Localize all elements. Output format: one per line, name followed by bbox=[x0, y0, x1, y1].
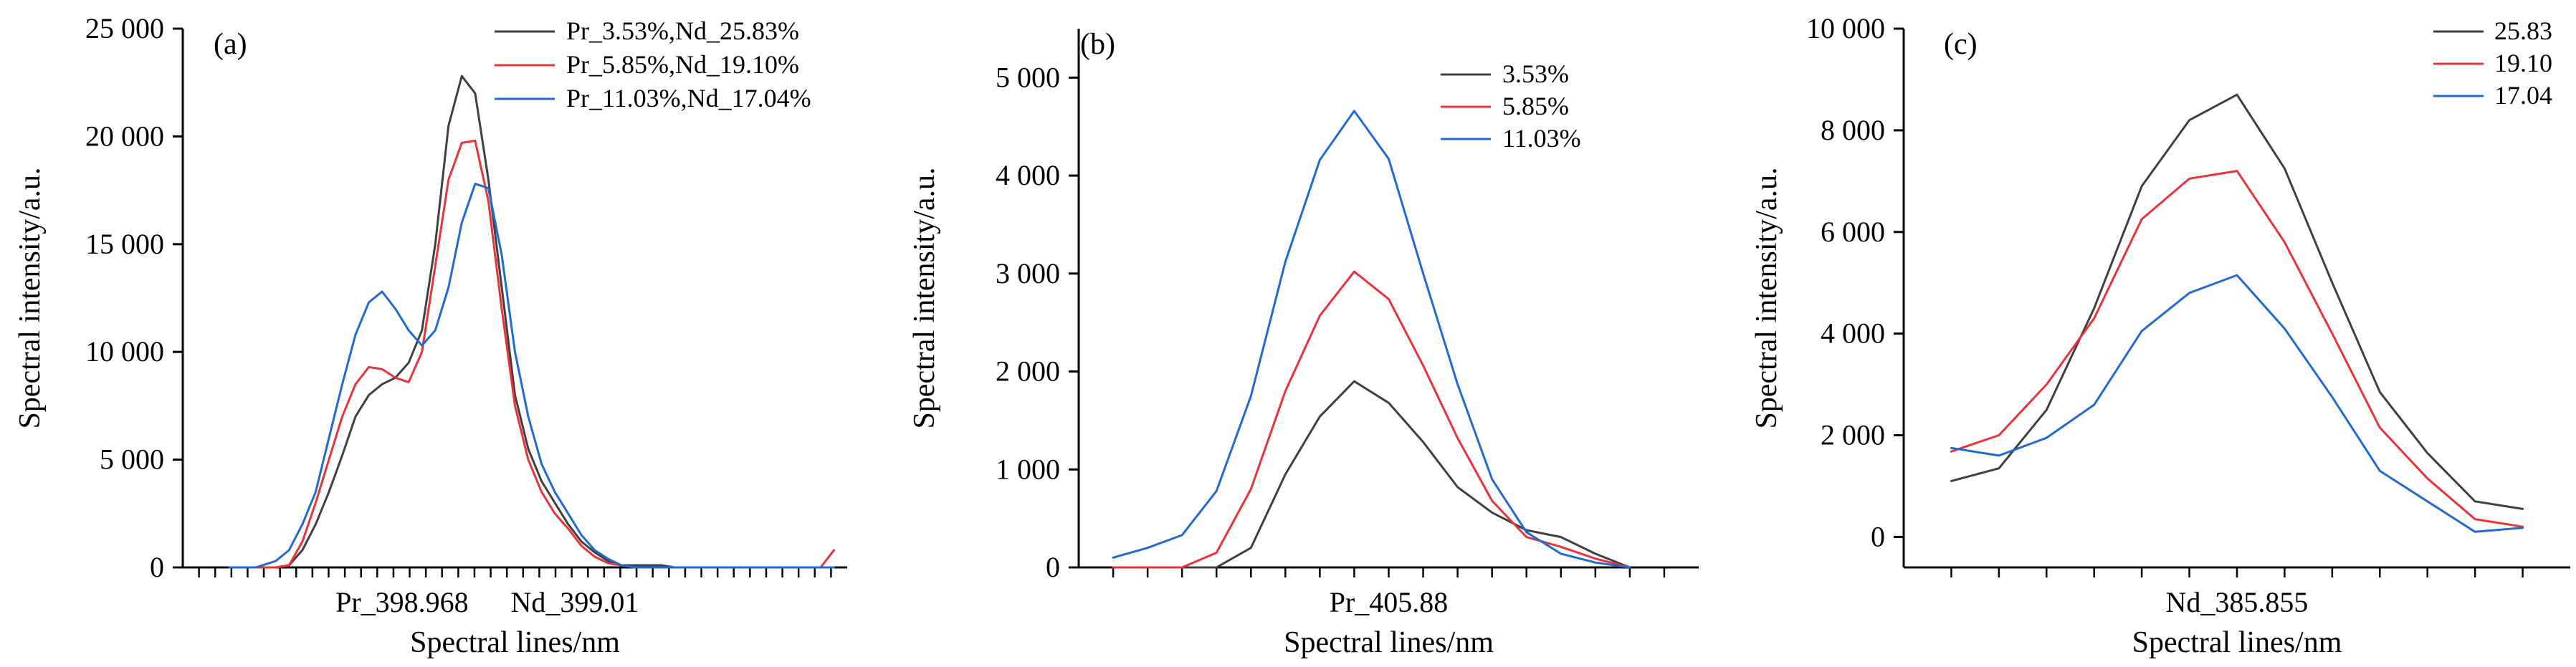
series-line-3 bbox=[1112, 110, 1631, 569]
series-line-3 bbox=[228, 183, 835, 569]
series-line-2 bbox=[228, 139, 835, 569]
y-tick-label: 3 000 bbox=[996, 257, 1060, 289]
y-tick-label: 6 000 bbox=[1821, 216, 1885, 248]
legend-label: Pr_3.53%,Nd_25.83% bbox=[566, 16, 799, 45]
x-category-label: Nd_385.855 bbox=[2166, 586, 2309, 618]
legend-label: 19.10 bbox=[2494, 49, 2552, 77]
panel-label: (c) bbox=[1944, 28, 1978, 61]
y-tick-label: 8 000 bbox=[1821, 114, 1885, 146]
legend-label: 3.53% bbox=[1502, 59, 1569, 88]
x-axis-title: Spectral lines/nm bbox=[410, 626, 620, 659]
y-tick-label: 5 000 bbox=[996, 61, 1060, 93]
y-tick-label: 5 000 bbox=[100, 443, 164, 476]
legend: 25.83 19.10 17.04 bbox=[2433, 16, 2552, 110]
series-line-1 bbox=[228, 75, 835, 569]
y-tick-label: 0 bbox=[1871, 520, 1885, 552]
legend-label: Pr_5.85%,Nd_19.10% bbox=[566, 50, 799, 79]
x-axis-title: Spectral lines/nm bbox=[1284, 626, 1494, 659]
y-axis-title: Spectral intensity/a.u. bbox=[1750, 167, 1783, 428]
y-tick-label: 2 000 bbox=[1821, 419, 1885, 451]
series-line-1 bbox=[1112, 380, 1631, 569]
chart-panel-c: 0 2 000 4 000 6 000 8 000 10 000 Nd_385.855 Spe… bbox=[1750, 12, 2570, 659]
y-tick-label: 0 bbox=[1046, 551, 1060, 583]
y-tick-label: 10 000 bbox=[85, 335, 164, 368]
x-category-label: Nd_399.01 bbox=[510, 586, 639, 618]
y-tick-label: 4 000 bbox=[1821, 317, 1885, 350]
panel-label: (a) bbox=[214, 28, 247, 61]
y-tick-label: 20 000 bbox=[85, 120, 164, 152]
y-tick-label: 0 bbox=[150, 551, 164, 583]
y-tick-label: 25 000 bbox=[85, 12, 164, 44]
x-category-label: Pr_398.968 bbox=[335, 586, 469, 618]
legend: Pr_3.53%,Nd_25.83% Pr_5.85%,Nd_19.10% Pr_1… bbox=[495, 16, 811, 112]
series-line-2 bbox=[1950, 170, 2524, 528]
legend-label: 5.85% bbox=[1502, 92, 1569, 120]
panel-label: (b) bbox=[1080, 28, 1115, 61]
chart-panel-b: 0 1 000 2 000 3 000 4 000 5 000 Pr_405.88 Spect… bbox=[908, 28, 1699, 659]
y-tick-label: 10 000 bbox=[1806, 12, 1885, 44]
series-line-3 bbox=[1950, 274, 2524, 533]
legend-label: Pr_11.03%,Nd_17.04% bbox=[566, 84, 811, 112]
y-axis-title: Spectral intensity/a.u. bbox=[908, 167, 941, 428]
legend-label: 11.03% bbox=[1502, 124, 1581, 153]
y-axis-title: Spectral intensity/a.u. bbox=[14, 167, 47, 428]
legend-label: 17.04 bbox=[2494, 81, 2552, 110]
y-tick-label: 1 000 bbox=[996, 453, 1060, 485]
y-tick-label: 2 000 bbox=[996, 355, 1060, 388]
legend: 3.53% 5.85% 11.03% bbox=[1441, 59, 1581, 153]
chart-panel-a: 0 5 000 10 000 15 000 20 000 25 000 Pr_398.968… bbox=[14, 12, 847, 659]
x-axis-title: Spectral lines/nm bbox=[2132, 626, 2342, 659]
legend-label: 25.83 bbox=[2494, 16, 2552, 45]
series-line-1 bbox=[1950, 93, 2524, 510]
y-tick-label: 15 000 bbox=[85, 228, 164, 260]
y-tick-label: 4 000 bbox=[996, 159, 1060, 191]
x-category-label: Pr_405.88 bbox=[1330, 586, 1449, 618]
